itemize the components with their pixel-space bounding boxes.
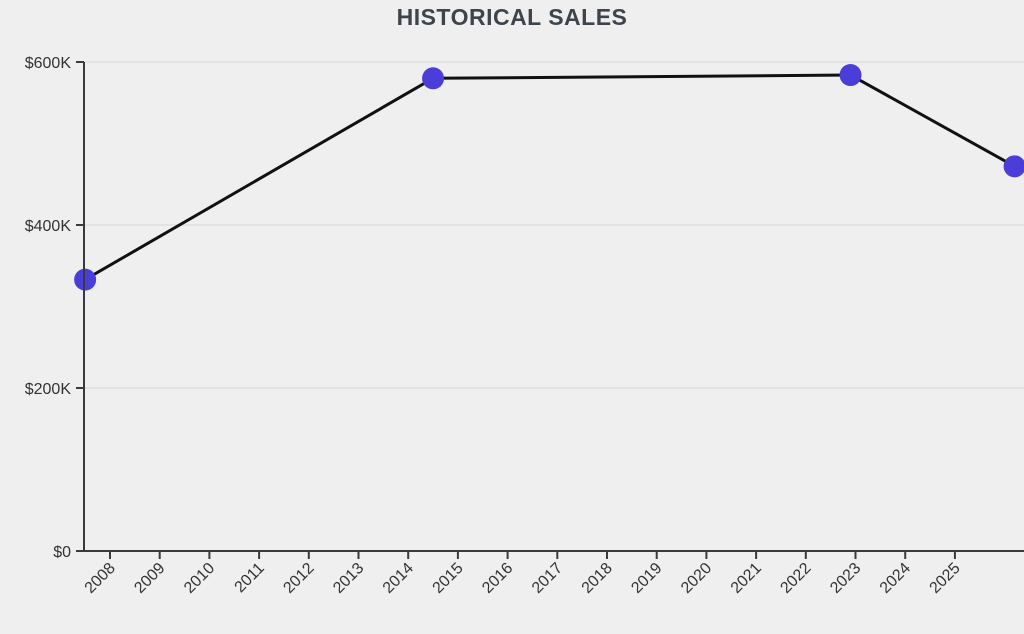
sales-line [84,73,1016,281]
x-tick-label: 2018 [579,560,616,597]
x-tick-label: 2009 [131,560,168,597]
y-tick-label: $0 [53,544,71,561]
x-tick-label: 2017 [529,560,566,597]
data-point[interactable] [1003,155,1024,178]
x-tick-label: 2010 [181,560,218,597]
data-point[interactable] [74,268,97,291]
y-tick-label: $200K [25,381,72,398]
data-point[interactable] [839,64,862,87]
data-point[interactable] [422,67,445,90]
x-tick-label: 2022 [777,560,814,597]
x-tick-label: 2011 [232,560,268,596]
chart-title: HISTORICAL SALES [396,4,628,30]
x-tick-label: 2016 [479,560,516,597]
x-tick-label: 2015 [430,560,467,597]
x-tick-label: 2024 [877,560,914,597]
x-tick-label: 2013 [330,560,367,597]
x-tick-label: 2019 [628,560,665,597]
x-tick-label: 2020 [678,560,715,597]
x-tick-label: 2021 [728,560,765,597]
x-tick-label: 2014 [380,560,417,597]
x-tick-label: 2008 [82,560,119,597]
y-tick-label: $400K [25,218,72,235]
x-tick-label: 2023 [827,560,864,597]
x-tick-label: 2012 [280,560,317,597]
x-tick-label: 2025 [927,560,964,597]
y-tick-label: $600K [25,55,72,72]
